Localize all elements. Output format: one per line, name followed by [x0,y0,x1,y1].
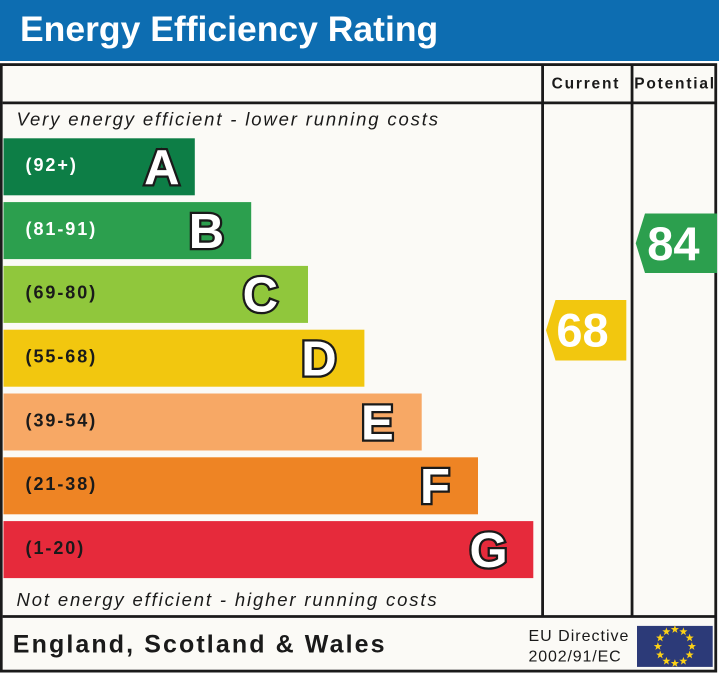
svg-text:D: D [301,333,336,387]
svg-text:Not energy efficient - higher: Not energy efficient - higher running co… [17,589,439,610]
svg-text:(81-91): (81-91) [26,219,98,239]
svg-text:E: E [361,396,394,450]
svg-text:(1-20): (1-20) [26,538,86,558]
svg-text:C: C [243,269,278,323]
svg-text:EU Directive: EU Directive [529,628,630,645]
svg-text:Very energy efficient - lower: Very energy efficient - lower running co… [17,109,440,130]
svg-text:68: 68 [556,304,608,357]
svg-text:Potential: Potential [634,75,716,92]
svg-text:Energy Efficiency Rating: Energy Efficiency Rating [20,9,438,49]
svg-text:84: 84 [647,217,699,270]
svg-text:G: G [470,524,508,578]
svg-text:F: F [420,460,450,514]
svg-text:(39-54): (39-54) [26,410,98,430]
svg-text:England, Scotland & Wales: England, Scotland & Wales [13,631,387,659]
svg-text:(55-68): (55-68) [26,347,98,367]
svg-text:2002/91/EC: 2002/91/EC [529,649,622,666]
svg-text:A: A [144,141,179,195]
svg-text:(21-38): (21-38) [26,474,98,494]
svg-text:(92+): (92+) [26,155,78,175]
svg-text:Current: Current [552,75,621,92]
svg-text:(69-80): (69-80) [26,283,98,303]
svg-text:B: B [189,205,224,259]
